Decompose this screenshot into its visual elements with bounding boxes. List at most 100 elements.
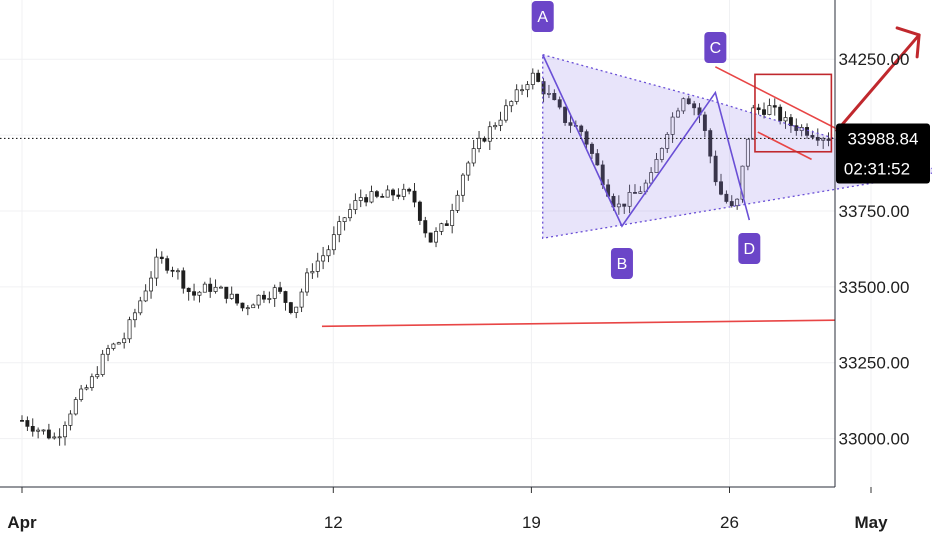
candle xyxy=(68,410,73,431)
candle xyxy=(132,308,137,328)
pattern-point-label: B xyxy=(617,256,628,273)
candle xyxy=(262,290,266,303)
candle xyxy=(514,84,519,105)
candle xyxy=(546,84,551,99)
candle xyxy=(724,190,729,204)
candle xyxy=(686,95,691,105)
candle xyxy=(342,217,347,231)
candle xyxy=(46,423,51,440)
candle xyxy=(353,193,358,215)
candle xyxy=(331,226,336,255)
candle xyxy=(374,190,379,199)
candle xyxy=(568,113,573,133)
candle xyxy=(396,188,401,200)
price-tag xyxy=(836,123,930,184)
candle xyxy=(713,150,718,186)
candle xyxy=(412,183,417,208)
candle xyxy=(315,252,320,278)
channel-upper-line xyxy=(714,66,838,130)
candle xyxy=(455,190,460,213)
candle xyxy=(525,81,530,98)
candle xyxy=(557,96,562,110)
candle xyxy=(450,203,455,234)
candle xyxy=(466,160,471,181)
candle xyxy=(423,216,428,238)
y-tick-label: 33250.00 xyxy=(839,354,910,373)
candle xyxy=(197,291,202,303)
candle xyxy=(509,100,514,113)
candle xyxy=(563,106,568,126)
candle xyxy=(20,415,24,422)
candle xyxy=(794,118,799,136)
candle xyxy=(294,306,299,319)
candle xyxy=(159,251,164,264)
y-tick-label: 33500.00 xyxy=(839,278,910,297)
candle xyxy=(73,397,78,416)
candle xyxy=(745,138,750,171)
candle xyxy=(57,428,62,446)
pattern-point-b: B xyxy=(610,248,633,279)
abcd-zigzag xyxy=(541,54,751,228)
candle xyxy=(122,332,127,349)
candles xyxy=(20,68,831,446)
candle xyxy=(590,142,594,159)
candle xyxy=(288,301,293,315)
candle xyxy=(767,98,772,116)
pattern-labels: A B C D xyxy=(531,1,761,279)
candle xyxy=(321,246,326,270)
candle xyxy=(493,122,498,130)
candle xyxy=(681,97,686,114)
candle xyxy=(165,255,170,274)
candle xyxy=(772,98,777,116)
x-tick-label: 19 xyxy=(522,513,541,532)
candle xyxy=(267,291,272,304)
candle xyxy=(218,285,223,289)
candle xyxy=(229,286,234,300)
x-tick-label: Apr xyxy=(7,513,37,532)
candle xyxy=(498,111,503,132)
breakout-arrow-head xyxy=(895,26,921,59)
candle xyxy=(633,184,637,194)
candle xyxy=(805,123,809,139)
candle xyxy=(138,296,143,316)
candle xyxy=(391,188,395,201)
candle xyxy=(520,84,525,95)
candle xyxy=(79,384,84,402)
candle xyxy=(192,283,197,301)
candle xyxy=(762,102,766,119)
candle xyxy=(256,294,261,309)
candle xyxy=(729,195,734,208)
axes: 34250.00 33750.00 33500.00 33250.00 33000.00… xyxy=(0,0,930,532)
y-tick-label: 33000.00 xyxy=(839,430,910,449)
x-tick-label: 12 xyxy=(324,513,343,532)
candle xyxy=(100,349,105,377)
candle xyxy=(283,290,288,311)
candle xyxy=(154,248,159,286)
current-price-label: 33988.84 xyxy=(848,129,919,148)
candle xyxy=(821,136,826,149)
pattern-overlays xyxy=(0,26,932,328)
candle xyxy=(235,293,240,306)
candle xyxy=(348,203,352,222)
x-tick-label: 26 xyxy=(720,513,739,532)
candle xyxy=(385,185,390,198)
candle xyxy=(213,279,218,294)
y-tick-label: 33750.00 xyxy=(839,202,910,221)
pattern-point-label: A xyxy=(537,9,548,26)
candle xyxy=(25,416,30,431)
candle xyxy=(380,193,385,198)
candle xyxy=(175,268,180,280)
x-tick-label: May xyxy=(854,513,888,532)
candle xyxy=(224,286,229,304)
candle xyxy=(783,111,788,129)
candle xyxy=(401,183,406,201)
candle xyxy=(439,222,444,236)
candle xyxy=(670,112,675,143)
candle xyxy=(305,268,309,296)
candle xyxy=(272,284,277,307)
pattern-point-a: A xyxy=(531,1,554,32)
candle xyxy=(106,344,110,362)
candle xyxy=(407,187,412,195)
candle xyxy=(369,185,374,204)
candle xyxy=(530,68,535,90)
